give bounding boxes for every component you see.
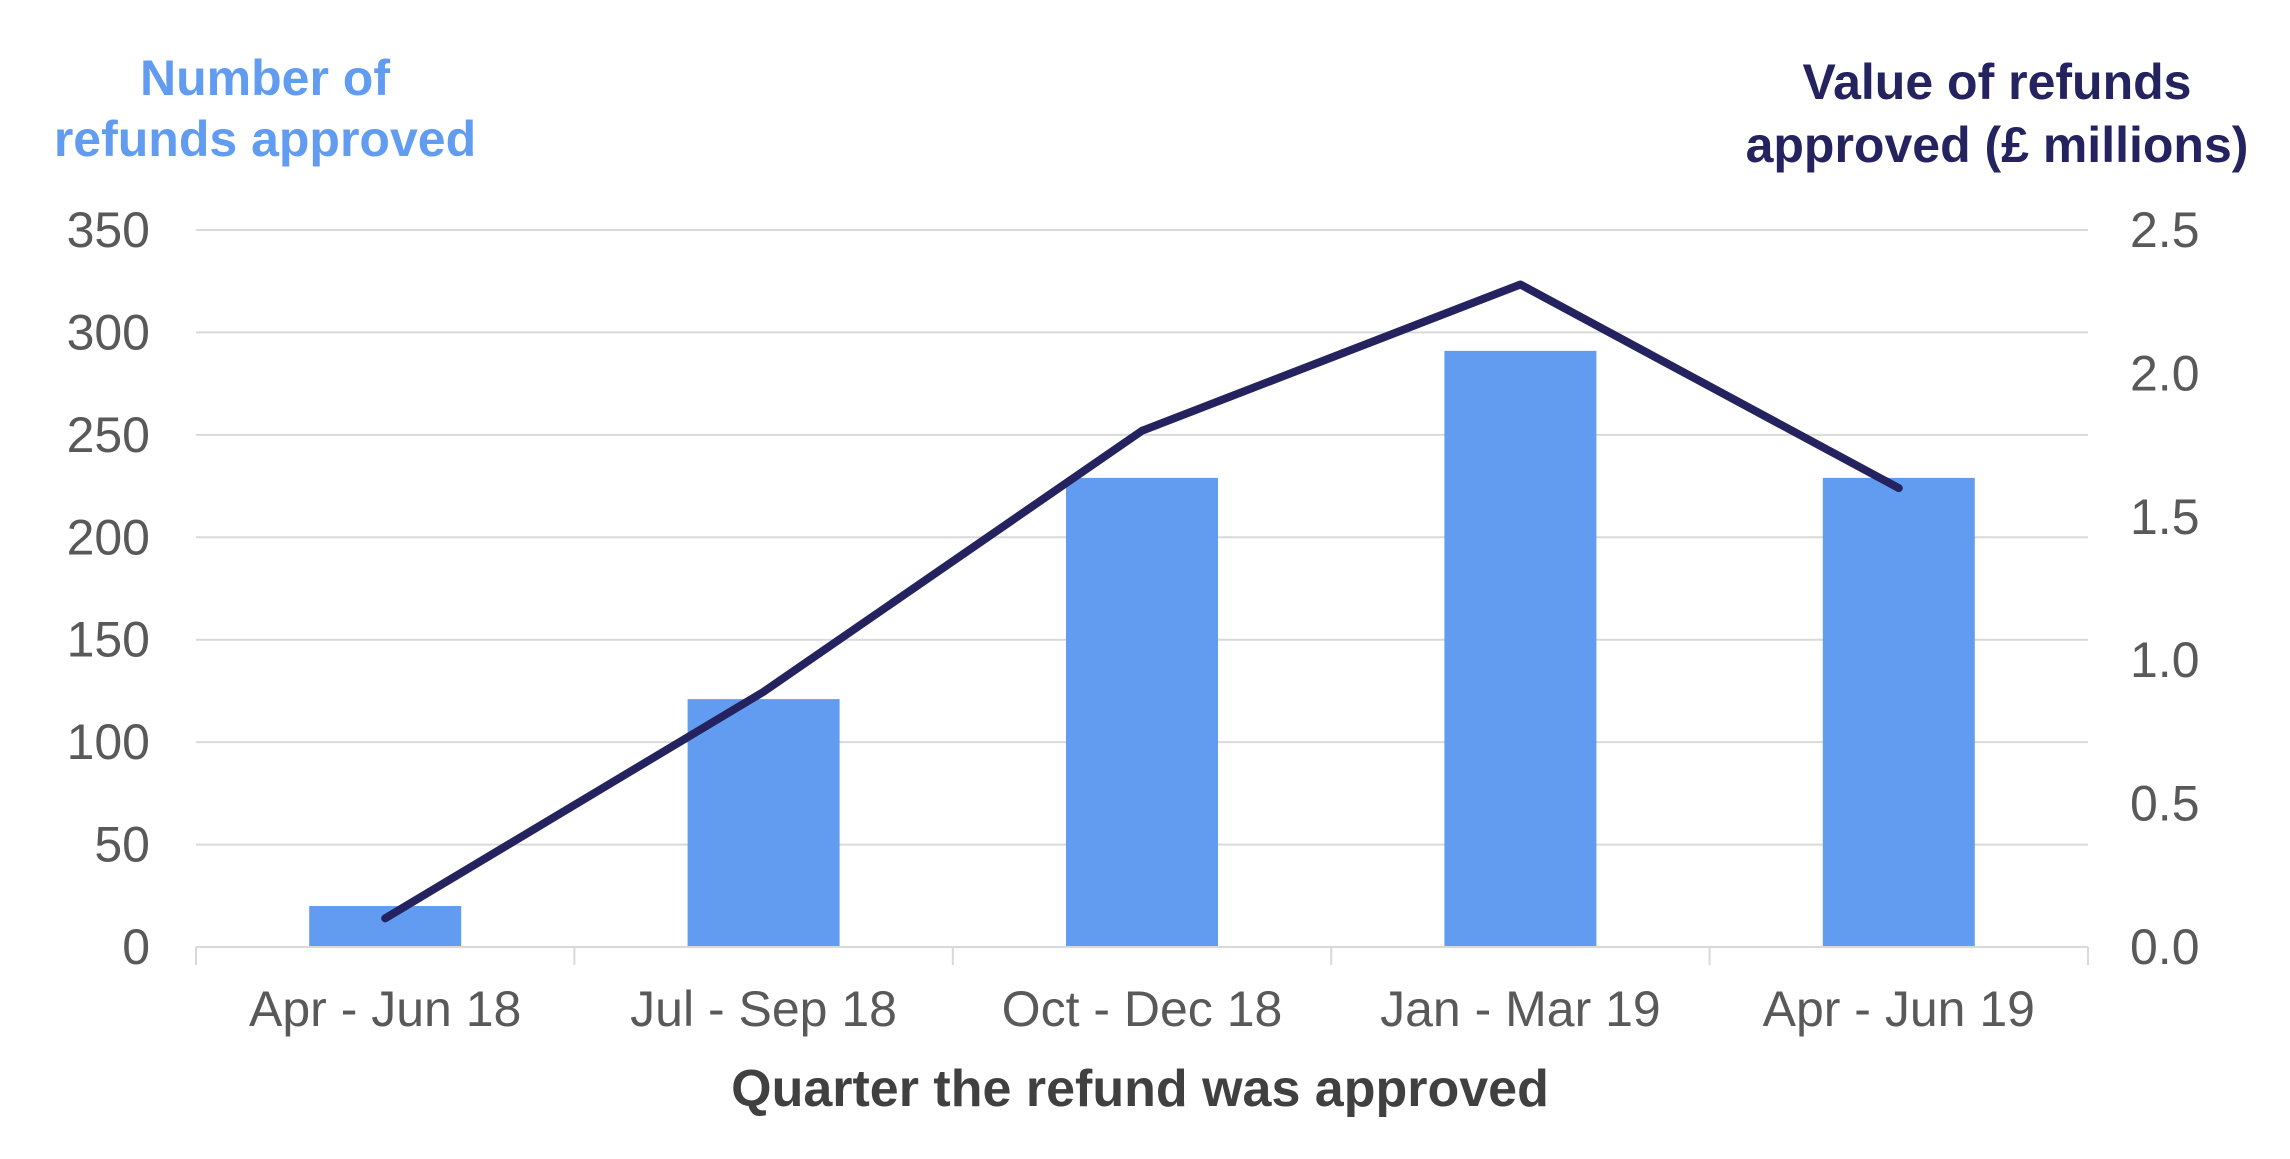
left-tick-label: 200 [67, 509, 150, 565]
right-tick-label: 2.5 [2130, 202, 2200, 258]
x-tick-label: Jan - Mar 19 [1380, 981, 1661, 1037]
line-point [384, 917, 387, 920]
line-series [381, 280, 1903, 923]
x-axis-title: Quarter the refund was approved [731, 1060, 1549, 1118]
bar [1066, 477, 1218, 947]
left-tick-label: 0 [122, 919, 150, 975]
right-axis-ticks: 0.0 0.5 1.0 1.5 2.0 2.5 [2130, 202, 2200, 975]
left-axis-title-line-2: refunds approved [54, 111, 476, 167]
right-tick-label: 0.0 [2130, 919, 2200, 975]
left-axis-title-line-1: Number of [140, 50, 390, 106]
left-tick-label: 350 [67, 202, 150, 258]
line-point [1897, 487, 1900, 490]
x-tick-label: Jul - Sep 18 [630, 981, 897, 1037]
right-axis-title-line-1: Value of refunds [1803, 54, 2192, 110]
right-tick-label: 0.5 [2130, 776, 2200, 832]
line-point [762, 690, 765, 693]
left-tick-label: 100 [67, 714, 150, 770]
left-tick-label: 50 [94, 817, 150, 873]
right-tick-label: 2.0 [2130, 345, 2200, 401]
x-tick-label: Apr - Jun 18 [249, 981, 521, 1037]
x-axis-ticks: Apr - Jun 18 Jul - Sep 18 Oct - Dec 18 Jan … [249, 981, 2035, 1037]
x-tick-label: Apr - Jun 19 [1763, 981, 2035, 1037]
line-point [1519, 283, 1522, 286]
left-tick-label: 300 [67, 304, 150, 360]
left-tick-label: 250 [67, 407, 150, 463]
bar [1444, 350, 1597, 947]
bar [687, 699, 840, 947]
left-tick-label: 150 [67, 612, 150, 668]
right-tick-label: 1.0 [2130, 632, 2200, 688]
axes [195, 946, 2089, 965]
right-tick-label: 1.5 [2130, 489, 2200, 545]
bar-series [309, 350, 1975, 947]
bar [1822, 477, 1975, 947]
left-axis-ticks: 0 50 100 150 200 250 300 350 [67, 202, 150, 975]
right-axis-title-line-2: approved (£ millions) [1746, 117, 2249, 173]
x-tick-label: Oct - Dec 18 [1002, 981, 1283, 1037]
line-point [1141, 429, 1143, 432]
bar [309, 906, 462, 947]
